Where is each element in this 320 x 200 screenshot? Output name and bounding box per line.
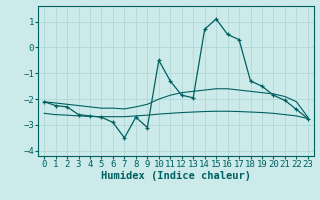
X-axis label: Humidex (Indice chaleur): Humidex (Indice chaleur) — [101, 171, 251, 181]
